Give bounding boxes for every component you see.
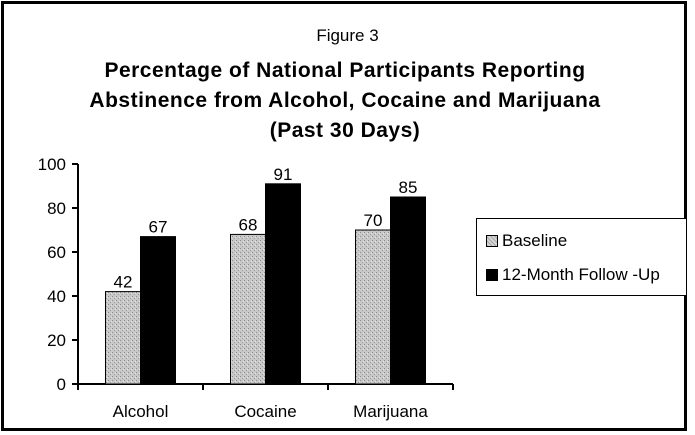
figure-label: Figure 3	[316, 26, 379, 45]
legend-swatch-baseline	[486, 235, 498, 247]
x-tick-label: Alcohol	[113, 402, 169, 421]
chart-title: Percentage of National Participants Repo…	[89, 59, 601, 142]
y-tick-label: 100	[38, 155, 66, 174]
bar-followup	[390, 196, 426, 385]
y-tick-label: 60	[47, 243, 66, 262]
bar-followup	[140, 236, 176, 385]
legend-item-baseline: Baseline	[486, 231, 567, 251]
data-label-baseline: 68	[239, 215, 258, 234]
y-tick-label: 80	[47, 199, 66, 218]
x-tick-label: Marijuana	[353, 402, 428, 421]
legend-swatch-followup	[486, 269, 498, 281]
data-label-baseline: 42	[114, 273, 133, 292]
y-tick-label: 20	[47, 331, 66, 350]
bar-baseline	[105, 291, 141, 385]
data-label-followup: 67	[149, 218, 168, 237]
bar-followup	[265, 183, 301, 385]
data-label-baseline: 70	[364, 211, 383, 230]
legend-label-followup: 12-Month Follow -Up	[502, 265, 660, 284]
bar-baseline	[230, 233, 266, 385]
y-tick-label: 40	[47, 287, 66, 306]
legend-label-baseline: Baseline	[502, 231, 568, 250]
y-tick-label: 0	[57, 375, 66, 394]
legend: Baseline 12-Month Follow -Up	[476, 218, 687, 296]
x-tick-label: Cocaine	[234, 402, 296, 421]
bar-baseline	[355, 229, 391, 385]
data-label-followup: 85	[399, 178, 418, 197]
legend-item-followup: 12-Month Follow -Up	[486, 265, 660, 285]
data-label-followup: 91	[274, 165, 293, 184]
